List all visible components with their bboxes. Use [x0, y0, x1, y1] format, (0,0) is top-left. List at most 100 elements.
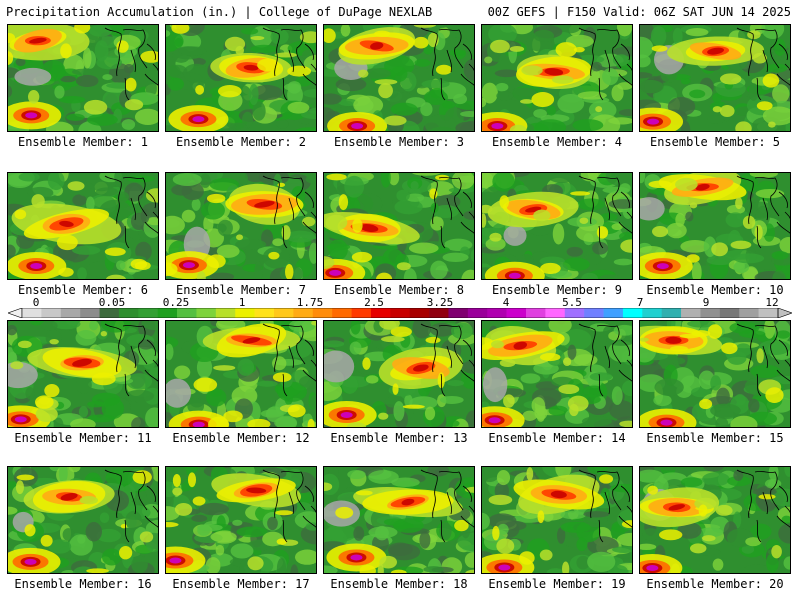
colorbar-swatch — [80, 308, 100, 318]
product-title: Precipitation Accumulation (in.) | Colle… — [6, 5, 433, 19]
precip-map — [481, 172, 633, 280]
colorbar-swatch — [661, 308, 682, 318]
ensemble-panel: Ensemble Member: 11 — [7, 320, 159, 445]
colorbar-swatch — [506, 308, 527, 318]
great-lakes-outline — [104, 27, 159, 101]
ensemble-panel: Ensemble Member: 8 — [323, 172, 475, 297]
colorbar-swatch — [642, 308, 662, 318]
ensemble-member-label: Ensemble Member: 10 — [646, 283, 784, 297]
colorbar-swatch — [700, 308, 721, 318]
great-lakes-outline — [104, 175, 159, 249]
colorbar-tick-label: 9 — [702, 296, 710, 309]
colorbar-swatch — [429, 308, 449, 318]
precip-map — [639, 320, 791, 428]
precip-map — [7, 320, 159, 428]
ensemble-member-label: Ensemble Member: 16 — [14, 577, 152, 591]
colorbar-swatch — [215, 308, 236, 318]
great-lakes-outline — [262, 323, 317, 397]
colorbar-swatch — [622, 308, 643, 318]
ensemble-member-label: Ensemble Member: 11 — [14, 431, 152, 445]
ensemble-panel: Ensemble Member: 3 — [323, 24, 475, 149]
colorbar-tick-label: 5.5 — [562, 296, 582, 309]
colorbar-swatch — [274, 308, 294, 318]
precip-map — [165, 320, 317, 428]
ensemble-panel: Ensemble Member: 2 — [165, 24, 317, 149]
colorbar-swatch — [409, 308, 430, 318]
ensemble-member-label: Ensemble Member: 5 — [649, 135, 781, 149]
colorbar-tick-label: 1.75 — [296, 296, 324, 309]
ensemble-member-label: Ensemble Member: 13 — [330, 431, 468, 445]
colorbar-legend: 0 0.05 0.25 1 1.75 2.5 3.25 4 5.5 7 9 12 — [8, 296, 792, 318]
great-lakes-outline — [736, 27, 791, 101]
colorbar-tick-label: 0 — [32, 296, 40, 309]
precip-map — [481, 466, 633, 574]
ensemble-panel: Ensemble Member: 10 — [639, 172, 791, 297]
great-lakes-outline — [736, 175, 791, 249]
precip-map — [7, 172, 159, 280]
colorbar-swatch — [41, 308, 62, 318]
great-lakes-outline — [736, 469, 791, 543]
colorbar-swatch — [603, 308, 624, 318]
precip-map — [639, 172, 791, 280]
colorbar-tick-label: 4 — [502, 296, 510, 309]
colorbar-tick-label: 12 — [765, 296, 779, 309]
ensemble-member-label: Ensemble Member: 8 — [333, 283, 465, 297]
colorbar-tick-label: 3.25 — [426, 296, 454, 309]
colorbar-swatch — [739, 308, 759, 318]
ensemble-panel: Ensemble Member: 14 — [481, 320, 633, 445]
colorbar-swatch — [448, 308, 469, 318]
colorbar-swatch — [118, 308, 139, 318]
ensemble-panel: Ensemble Member: 15 — [639, 320, 791, 445]
colorbar-swatch — [138, 308, 158, 318]
colorbar-swatch — [758, 308, 779, 318]
ensemble-panel: Ensemble Member: 12 — [165, 320, 317, 445]
header: Precipitation Accumulation (in.) | Colle… — [0, 0, 800, 22]
great-lakes-outline — [736, 323, 791, 397]
ensemble-member-label: Ensemble Member: 3 — [333, 135, 465, 149]
ensemble-member-label: Ensemble Member: 18 — [330, 577, 468, 591]
great-lakes-outline — [104, 323, 159, 397]
ensemble-panel: Ensemble Member: 13 — [323, 320, 475, 445]
colorbar-swatch — [467, 308, 488, 318]
great-lakes-outline — [420, 469, 475, 543]
colorbar-arrow-low — [8, 308, 23, 318]
colorbar-swatch — [177, 308, 197, 318]
ensemble-panel: Ensemble Member: 9 — [481, 172, 633, 297]
ensemble-member-label: Ensemble Member: 6 — [17, 283, 149, 297]
precip-map — [7, 466, 159, 574]
ensemble-panel: Ensemble Member: 1 — [7, 24, 159, 149]
great-lakes-outline — [262, 469, 317, 543]
great-lakes-outline — [578, 323, 633, 397]
colorbar-swatch — [584, 308, 604, 318]
colorbar-swatch — [157, 308, 178, 318]
ensemble-panel: Ensemble Member: 6 — [7, 172, 159, 297]
colorbar-swatch — [99, 308, 120, 318]
colorbar-swatch — [351, 308, 372, 318]
ensemble-member-label: Ensemble Member: 14 — [488, 431, 626, 445]
ensemble-member-label: Ensemble Member: 20 — [646, 577, 784, 591]
precip-map — [639, 24, 791, 132]
ensemble-member-label: Ensemble Member: 1 — [17, 135, 149, 149]
colorbar-swatch — [60, 308, 81, 318]
colorbar-swatch — [235, 308, 255, 318]
great-lakes-outline — [578, 27, 633, 101]
ensemble-member-label: Ensemble Member: 2 — [175, 135, 307, 149]
precip-map — [165, 24, 317, 132]
ensemble-member-label: Ensemble Member: 19 — [488, 577, 626, 591]
precip-map — [323, 172, 475, 280]
colorbar-swatch — [254, 308, 275, 318]
ensemble-panel: Ensemble Member: 4 — [481, 24, 633, 149]
colorbar-swatch — [719, 308, 740, 318]
ensemble-panel: Ensemble Member: 17 — [165, 466, 317, 591]
colorbar-tick-label: 2.5 — [364, 296, 384, 309]
colorbar-tick-label: 1 — [238, 296, 246, 309]
great-lakes-outline — [420, 175, 475, 249]
colorbar-swatch — [681, 308, 701, 318]
precip-map — [165, 172, 317, 280]
colorbar-swatch — [526, 308, 546, 318]
colorbar-tick-label: 0.25 — [162, 296, 190, 309]
ensemble-panel: Ensemble Member: 16 — [7, 466, 159, 591]
colorbar-swatch — [332, 308, 352, 318]
great-lakes-outline — [578, 175, 633, 249]
precip-map — [165, 466, 317, 574]
